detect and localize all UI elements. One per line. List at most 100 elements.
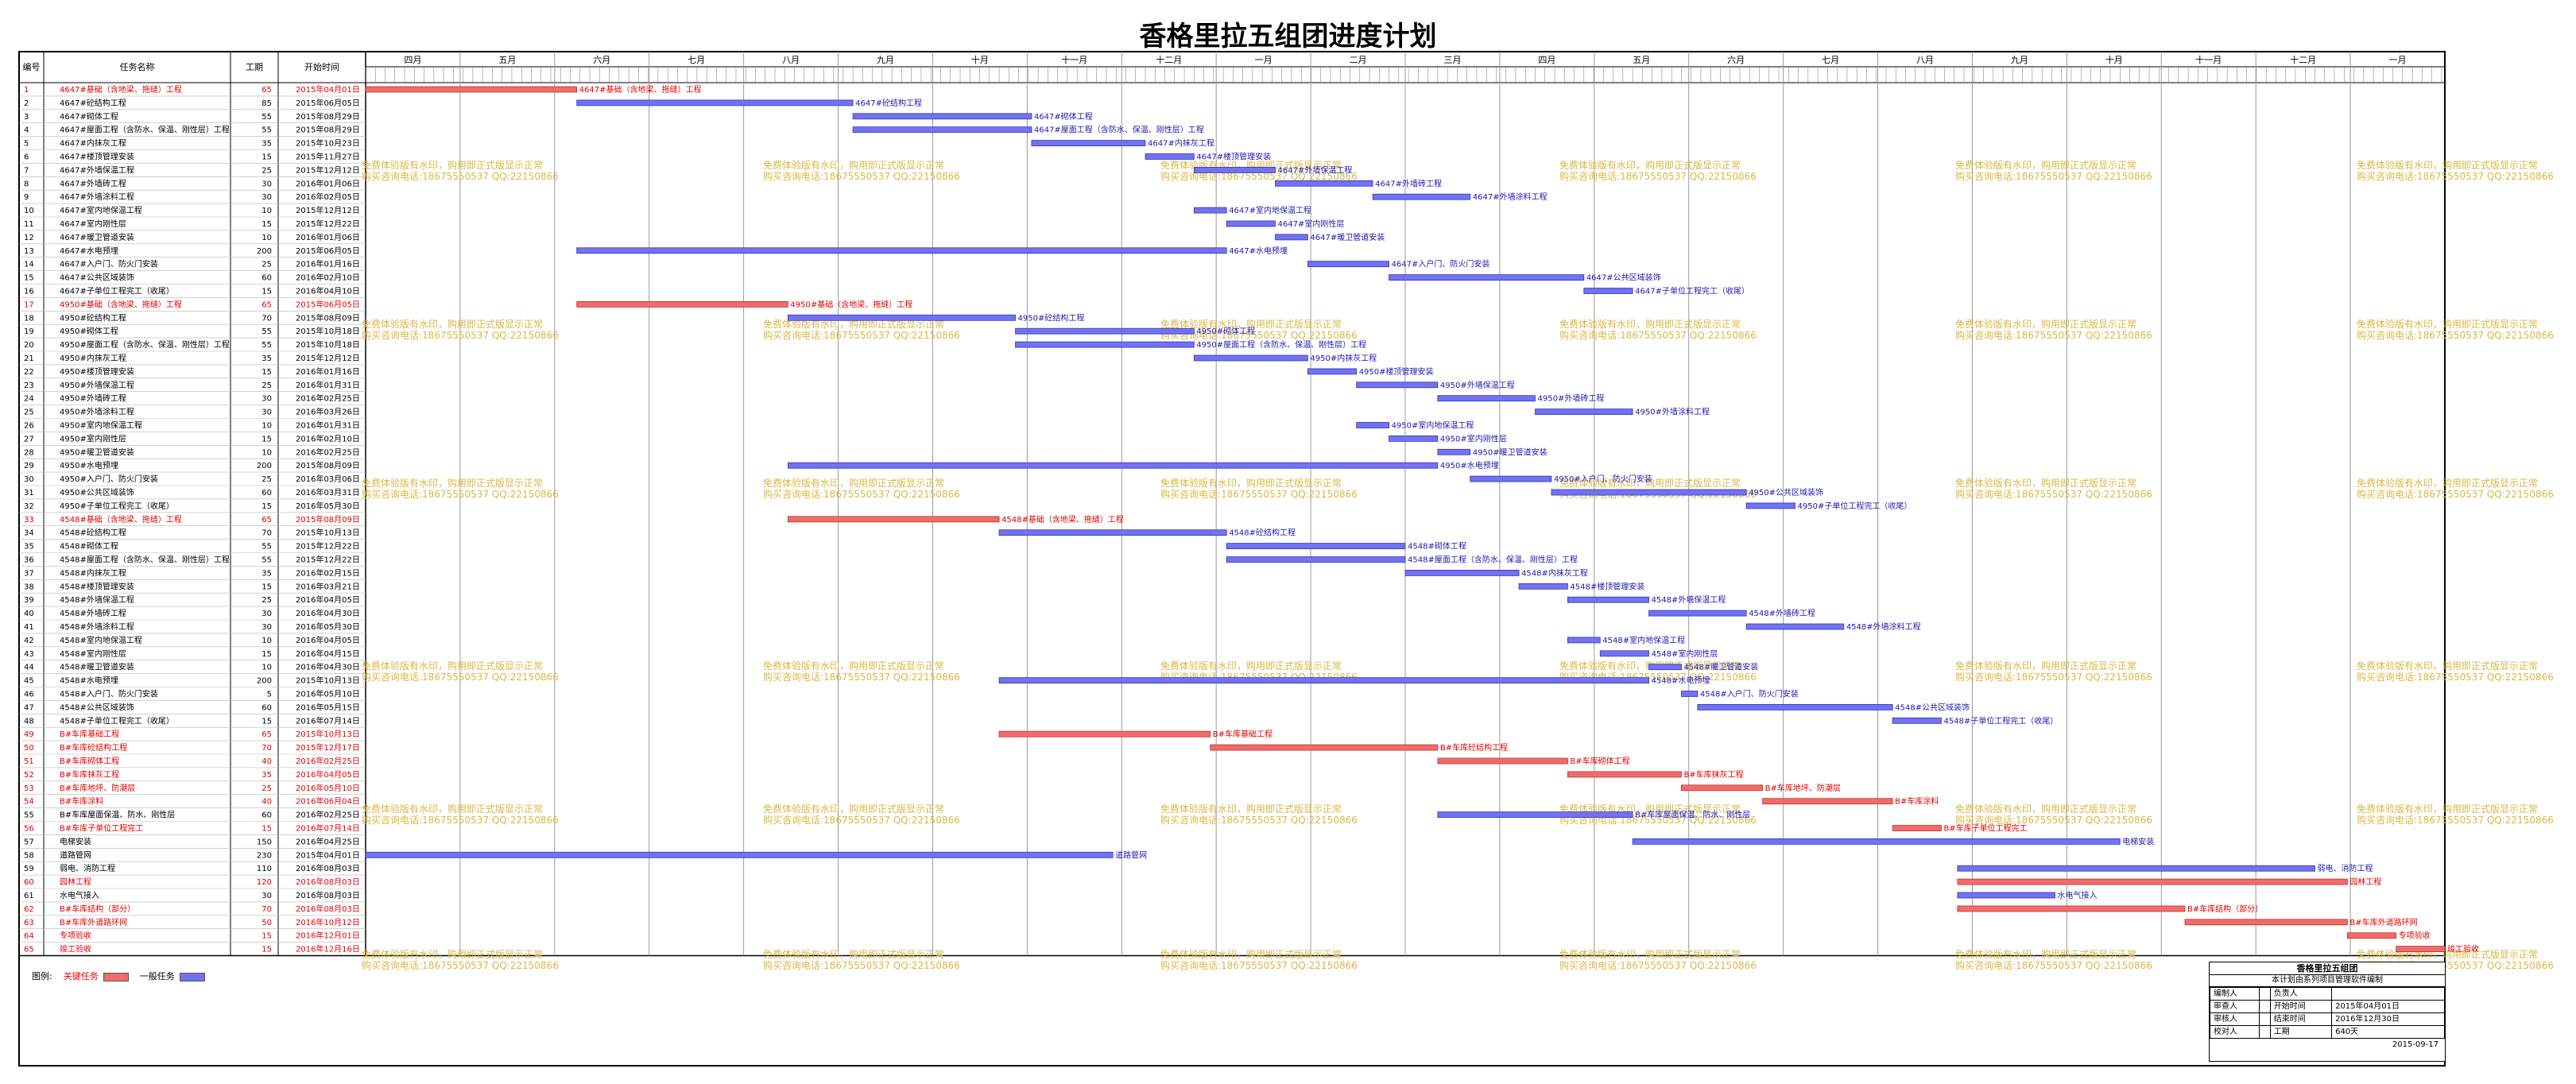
task-number: 8 bbox=[24, 180, 29, 188]
task-bar-label: 4647#外墙涂料工程 bbox=[1473, 192, 1548, 202]
watermark-text: 购买咨询电话:18675550537 QQ:22150866 bbox=[1559, 329, 1757, 341]
task-number: 23 bbox=[24, 381, 34, 390]
task-name: 4647#暖卫管道安装 bbox=[60, 232, 134, 242]
task-duration: 200 bbox=[257, 247, 272, 256]
task-number: 49 bbox=[24, 730, 34, 739]
watermark-text: 免费体验版有水印，购用即正式版显示正常 bbox=[763, 318, 944, 330]
task-name: 4950#楼顶管理安装 bbox=[60, 366, 134, 377]
task-start: 2015年12月12日 bbox=[296, 165, 360, 175]
task-number: 17 bbox=[24, 300, 34, 309]
task-name: 4950#砼结构工程 bbox=[60, 312, 126, 323]
task-bar-label: 4950#楼顶管理安装 bbox=[1359, 366, 1434, 377]
task-duration: 15 bbox=[261, 220, 272, 229]
task-number: 7 bbox=[24, 166, 29, 175]
task-number: 24 bbox=[24, 395, 34, 404]
task-number: 33 bbox=[24, 516, 34, 525]
task-name: 4548#砌体工程 bbox=[60, 542, 118, 552]
info-project-name: 香格里拉五组团 bbox=[2210, 962, 2445, 975]
task-duration: 35 bbox=[261, 140, 272, 149]
task-number: 37 bbox=[24, 569, 34, 578]
task-duration: 15 bbox=[261, 368, 272, 377]
watermark-text: 免费体验版有水印，购用即正式版显示正常 bbox=[1559, 159, 1741, 171]
task-name: B#车库抹灰工程 bbox=[60, 769, 119, 780]
task-duration: 200 bbox=[257, 677, 272, 686]
task-bar bbox=[1518, 583, 1568, 590]
task-duration: 150 bbox=[257, 838, 272, 846]
task-bar-label: 4548#砼结构工程 bbox=[1229, 528, 1296, 538]
task-start: 2016年01月06日 bbox=[296, 178, 360, 188]
task-bar bbox=[1567, 771, 1682, 778]
task-start: 2015年06月05日 bbox=[296, 299, 360, 309]
task-duration: 35 bbox=[261, 569, 272, 578]
task-bar-label: 4950#入户门、防火门安装 bbox=[1554, 474, 1652, 484]
task-start: 2016年06月04日 bbox=[296, 796, 360, 807]
task-bar bbox=[365, 86, 578, 93]
watermark-text: 购买咨询电话:18675550537 QQ:22150866 bbox=[1955, 959, 2152, 971]
task-duration: 5 bbox=[267, 691, 272, 699]
task-number: 34 bbox=[24, 529, 34, 538]
task-bar bbox=[1437, 395, 1536, 402]
task-start: 2016年02月25日 bbox=[296, 447, 360, 457]
task-name: 4647#外墙砖工程 bbox=[60, 178, 126, 188]
month-label: 九月 bbox=[2011, 55, 2028, 65]
task-bar-label: 4647#公共区域装饰 bbox=[1586, 273, 1661, 283]
task-bar bbox=[1226, 556, 1406, 563]
task-bar-label: 水电气接入 bbox=[2058, 890, 2098, 900]
task-number: 59 bbox=[24, 865, 34, 873]
task-start: 2015年08月09日 bbox=[296, 514, 360, 525]
col-header-name: 任务名称 bbox=[120, 61, 155, 72]
task-duration: 40 bbox=[261, 798, 272, 807]
task-duration: 230 bbox=[257, 851, 272, 860]
task-number: 43 bbox=[24, 650, 34, 659]
task-start: 2015年10月13日 bbox=[296, 676, 360, 686]
watermark-text: 免费体验版有水印，购用即正式版显示正常 bbox=[1160, 318, 1342, 330]
task-duration: 70 bbox=[261, 314, 272, 323]
task-start: 2016年01月06日 bbox=[296, 232, 360, 242]
watermark-text: 购买咨询电话:18675550537 QQ:22150866 bbox=[1955, 170, 2152, 182]
task-bar-label: 4647#屋面工程（含防水、保温、刚性层）工程 bbox=[1034, 125, 1204, 135]
task-duration: 15 bbox=[261, 435, 272, 443]
task-bar-label: 4950#室内刚性层 bbox=[1440, 433, 1507, 443]
task-start: 2016年08月03日 bbox=[296, 890, 360, 900]
task-bar-label: 4647#砼结构工程 bbox=[855, 98, 922, 108]
month-label: 四月 bbox=[1538, 55, 1555, 65]
task-bar-label: 4647#基础（含地梁、拖缝）工程 bbox=[579, 84, 702, 95]
watermark-text: 免费体验版有水印，购用即正式版显示正常 bbox=[362, 948, 543, 960]
task-bar bbox=[1697, 704, 1893, 710]
task-start: 2016年05月30日 bbox=[296, 501, 360, 511]
col-header-duration: 工期 bbox=[246, 62, 263, 72]
task-bar-label: B#车库抹灰工程 bbox=[1683, 769, 1743, 780]
task-number: 11 bbox=[24, 220, 34, 229]
task-start: 2016年04月25日 bbox=[296, 836, 360, 846]
task-number: 41 bbox=[24, 623, 34, 632]
task-number: 62 bbox=[24, 905, 34, 914]
task-start: 2016年12月16日 bbox=[296, 944, 360, 954]
task-duration: 10 bbox=[261, 234, 272, 242]
watermark-text: 购买咨询电话:18675550537 QQ:22150866 bbox=[1160, 329, 1358, 341]
task-bar bbox=[1031, 140, 1146, 147]
month-label: 四月 bbox=[404, 55, 421, 65]
task-duration: 55 bbox=[261, 341, 272, 350]
info-cell: 2016年12月30日 bbox=[2331, 1012, 2445, 1026]
info-cell: 负责人 bbox=[2269, 987, 2333, 1001]
watermark-text: 购买咨询电话:18675550537 QQ:22150866 bbox=[362, 170, 559, 182]
task-start: 2016年07月14日 bbox=[296, 823, 360, 834]
task-number: 38 bbox=[24, 583, 34, 591]
task-name: 4548#暖卫管道安装 bbox=[60, 662, 134, 672]
task-start: 2016年01月31日 bbox=[296, 420, 360, 431]
task-number: 36 bbox=[24, 556, 34, 565]
task-bar-label: 4950#砼结构工程 bbox=[1018, 312, 1085, 323]
task-number: 47 bbox=[24, 703, 34, 712]
task-duration: 30 bbox=[261, 610, 272, 618]
task-bar bbox=[852, 126, 1032, 134]
task-name: 4950#暖卫管道安装 bbox=[60, 447, 134, 457]
watermark-text: 购买咨询电话:18675550537 QQ:22150866 bbox=[1160, 814, 1358, 826]
task-duration: 25 bbox=[261, 166, 272, 175]
task-start: 2015年04月01日 bbox=[296, 84, 360, 95]
task-start: 2016年04月05日 bbox=[296, 769, 360, 780]
task-bar-label: 4548#砌体工程 bbox=[1408, 542, 1466, 552]
task-bar bbox=[1193, 354, 1308, 362]
task-bar bbox=[1356, 381, 1439, 389]
watermark-text: 购买咨询电话:18675550537 QQ:22150866 bbox=[362, 671, 559, 683]
task-start: 2015年10月13日 bbox=[296, 528, 360, 538]
